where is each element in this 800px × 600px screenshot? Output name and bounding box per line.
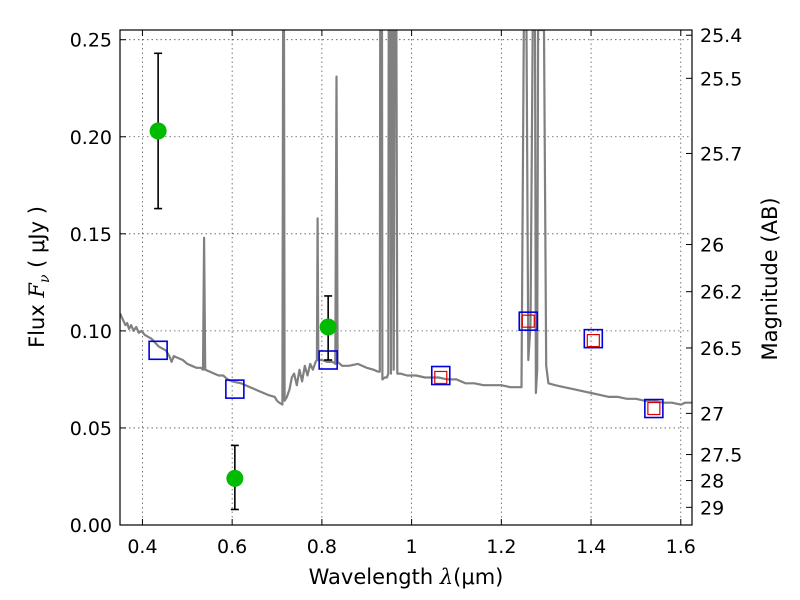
x-tick-label: 0.6: [217, 536, 247, 558]
tick-layer: 0.4 0.6 0.8 1 1.2 1.4 1.6 0.00 0.05 0.10 0.15 0.20 0…: [70, 25, 743, 558]
x-axis-label: Wavelength λ(μm): [309, 565, 504, 589]
y-tick-label: 0.10: [70, 321, 112, 343]
upper-limit-square-point: [521, 314, 535, 328]
mag-tick-label: 27: [700, 403, 724, 425]
upper-limit-square-point: [434, 370, 448, 385]
mag-tick-label: 28: [700, 471, 724, 493]
y-axis-label-subscript: ν: [37, 274, 53, 283]
mag-tick-label: 29: [700, 497, 724, 519]
model-square-point: [148, 340, 168, 361]
y-tick-label: 0.15: [70, 224, 112, 246]
y-axis-label-prefix: Flux: [25, 298, 49, 348]
y-tick-label: 0.05: [70, 418, 112, 440]
upper-limit-square-point: [586, 333, 600, 348]
model-square-point: [644, 398, 664, 419]
y-tick-label: 0.00: [70, 515, 112, 537]
observed-circle-point: [319, 318, 337, 336]
mag-tick-label: 25.5: [700, 68, 742, 90]
mag-tick-label: 26: [700, 235, 724, 257]
x-tick-label: 1.2: [486, 536, 516, 558]
x-axis-label-prefix: Wavelength: [309, 565, 440, 589]
x-tick-label: 0.8: [307, 536, 337, 558]
model-square-point: [225, 379, 245, 399]
x-axis-label-unit: (μm): [453, 565, 503, 589]
y-axis-label: Flux Fν ( μJy ): [25, 206, 53, 348]
x-tick-label: 0.4: [127, 536, 157, 558]
model-square-point: [583, 328, 604, 349]
observed-circle-point: [226, 469, 244, 487]
mag-tick-label: 27.5: [700, 445, 742, 467]
plot-frame: [119, 29, 693, 526]
model-square-point: [430, 365, 451, 386]
y-tick-label: 0.20: [70, 127, 112, 149]
y-axis-label-symbol: F: [25, 282, 49, 299]
mag-tick-label: 26.2: [700, 282, 742, 304]
mag-tick-label: 26.5: [700, 338, 742, 360]
y-tick-label: 0.25: [70, 30, 112, 52]
y2-axis-label: Magnitude (AB): [758, 197, 782, 360]
mag-tick-label: 25.4: [700, 25, 742, 47]
mag-tick-label: 25.7: [700, 143, 742, 165]
x-tick-label: 1.6: [666, 536, 696, 558]
y-axis-label-unit: ( μJy ): [25, 206, 49, 274]
x-axis-label-symbol: λ: [439, 565, 453, 589]
model-square-point: [518, 311, 539, 331]
x-tick-label: 1: [406, 536, 418, 558]
marker-layer: [148, 52, 664, 511]
plot-area: [120, 30, 692, 511]
upper-limit-square-point: [647, 401, 661, 416]
observed-circle-point: [149, 122, 167, 140]
x-tick-label: 1.4: [576, 536, 606, 558]
